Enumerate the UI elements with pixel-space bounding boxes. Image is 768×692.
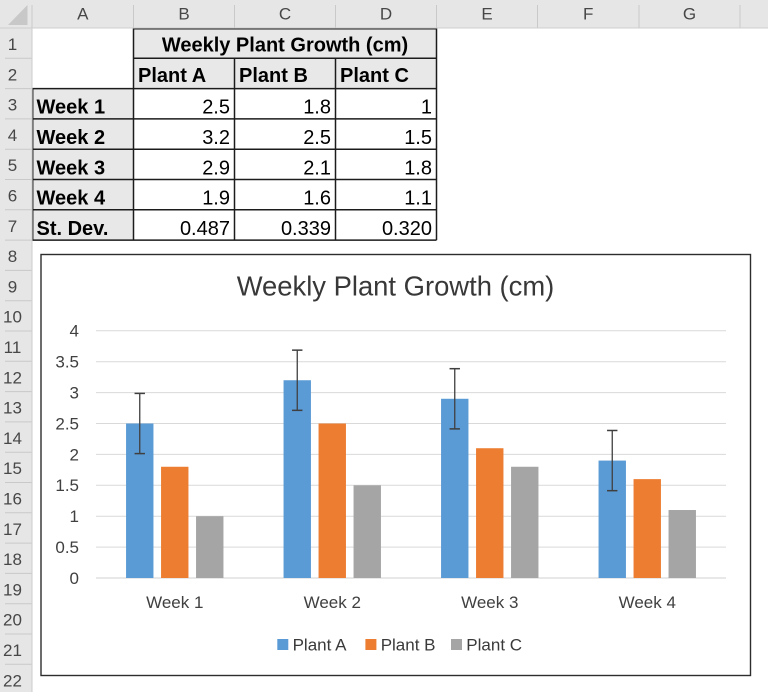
svg-text:1.6: 1.6 [303,188,331,210]
svg-text:Week 4: Week 4 [37,188,106,210]
svg-text:4: 4 [70,322,79,341]
svg-text:0.487: 0.487 [180,218,230,240]
svg-text:B: B [178,5,189,24]
svg-text:0: 0 [70,569,79,588]
svg-text:6: 6 [8,187,17,206]
svg-text:20: 20 [3,611,22,630]
svg-text:2: 2 [8,65,17,84]
svg-text:3: 3 [8,96,17,115]
svg-text:7: 7 [8,217,17,236]
svg-text:9: 9 [8,277,17,296]
svg-text:18: 18 [3,550,22,569]
svg-text:12: 12 [3,368,22,387]
svg-text:Weekly Plant Growth (cm): Weekly Plant Growth (cm) [237,271,555,302]
svg-text:A: A [77,5,89,24]
svg-text:Plant B: Plant B [381,636,436,655]
svg-text:22: 22 [3,671,22,690]
svg-text:4: 4 [8,126,17,145]
svg-text:Week 3: Week 3 [37,157,106,179]
svg-text:19: 19 [3,580,22,599]
svg-text:3: 3 [70,384,79,403]
svg-text:1.8: 1.8 [303,97,331,119]
svg-text:Plant B: Plant B [239,65,308,87]
svg-text:8: 8 [8,247,17,266]
svg-text:1.1: 1.1 [404,188,432,210]
svg-text:1: 1 [421,97,432,119]
svg-text:Plant C: Plant C [340,65,409,87]
svg-text:1.5: 1.5 [55,476,79,495]
svg-text:2.5: 2.5 [55,414,79,433]
svg-text:Week 1: Week 1 [146,593,203,612]
svg-text:21: 21 [3,641,22,660]
svg-text:17: 17 [3,520,22,539]
svg-text:Plant A: Plant A [138,65,206,87]
svg-text:Week 2: Week 2 [37,127,106,149]
svg-text:Plant A: Plant A [293,636,348,655]
svg-text:2.5: 2.5 [202,97,230,119]
svg-text:2: 2 [70,445,79,464]
svg-text:3.5: 3.5 [55,353,79,372]
svg-text:Week 2: Week 2 [304,593,361,612]
svg-text:11: 11 [4,338,22,357]
svg-text:G: G [683,5,696,24]
svg-text:Week 1: Week 1 [37,97,106,119]
svg-text:D: D [380,5,392,24]
svg-text:0.5: 0.5 [55,538,79,557]
svg-text:1.8: 1.8 [404,157,432,179]
svg-text:2.5: 2.5 [303,127,331,149]
svg-text:0.320: 0.320 [382,218,432,240]
svg-text:15: 15 [3,459,22,478]
svg-text:F: F [583,5,593,24]
svg-text:C: C [279,5,291,24]
svg-text:2.9: 2.9 [202,157,230,179]
svg-text:Weekly Plant Growth (cm): Weekly Plant Growth (cm) [162,35,408,57]
svg-text:14: 14 [3,429,22,448]
svg-text:16: 16 [3,490,22,509]
svg-text:1: 1 [70,507,79,526]
svg-text:Plant C: Plant C [466,636,522,655]
svg-text:13: 13 [3,399,22,418]
svg-text:St. Dev.: St. Dev. [37,218,109,240]
svg-text:3.2: 3.2 [202,127,230,149]
svg-text:10: 10 [3,308,22,327]
svg-text:1.9: 1.9 [202,188,230,210]
svg-text:1: 1 [8,35,17,54]
svg-text:5: 5 [8,156,17,175]
svg-text:E: E [481,5,492,24]
svg-text:0.339: 0.339 [281,218,331,240]
svg-text:Week 4: Week 4 [619,593,676,612]
svg-text:Week 3: Week 3 [461,593,518,612]
svg-text:1.5: 1.5 [404,127,432,149]
svg-text:2.1: 2.1 [303,157,331,179]
